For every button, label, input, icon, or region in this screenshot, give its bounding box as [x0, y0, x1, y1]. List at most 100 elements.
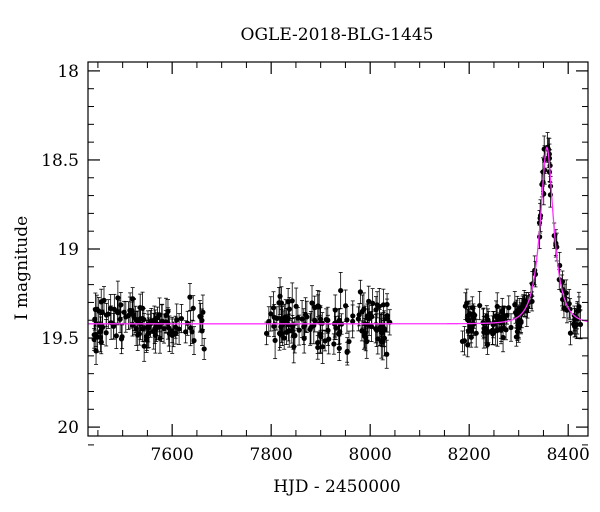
- data-point: [508, 313, 514, 342]
- data-marker: [384, 301, 390, 308]
- data-point: [384, 293, 390, 316]
- data-marker: [266, 318, 272, 325]
- chart-title: OGLE-2018-BLG-1445: [241, 25, 434, 45]
- data-marker: [174, 317, 180, 323]
- data-marker: [96, 308, 102, 314]
- data-point: [336, 335, 342, 361]
- data-point: [302, 297, 309, 333]
- data-marker: [190, 305, 196, 311]
- data-marker: [480, 319, 486, 326]
- data-point: [493, 300, 499, 332]
- data-marker: [366, 298, 372, 304]
- x-tick-label: 7600: [151, 445, 194, 465]
- data-marker: [312, 318, 318, 324]
- data-marker: [512, 309, 519, 316]
- data-point: [187, 283, 193, 312]
- data-point: [281, 326, 287, 350]
- data-point: [271, 315, 277, 338]
- model-curve: [88, 146, 589, 325]
- data-marker: [156, 312, 163, 318]
- data-marker: [268, 311, 274, 317]
- data-point: [318, 319, 324, 355]
- data-marker: [276, 300, 282, 306]
- data-point: [373, 296, 379, 324]
- data-point: [157, 322, 163, 354]
- data-point: [276, 316, 283, 351]
- data-marker: [508, 324, 514, 331]
- data-marker: [315, 340, 321, 346]
- data-marker: [277, 293, 283, 299]
- data-point: [343, 289, 349, 322]
- y-tick-label: 19.5: [41, 329, 79, 349]
- data-point: [114, 298, 120, 326]
- data-marker: [157, 335, 163, 341]
- data-marker: [355, 316, 361, 322]
- data-marker: [375, 336, 381, 342]
- data-marker: [350, 318, 356, 325]
- data-point: [309, 285, 315, 321]
- data-point: [263, 321, 270, 346]
- data-marker: [290, 333, 297, 339]
- data-point: [172, 315, 179, 339]
- data-marker: [98, 299, 104, 305]
- data-marker: [178, 315, 185, 322]
- data-point: [566, 288, 572, 319]
- data-marker: [572, 322, 578, 328]
- data-marker: [286, 327, 292, 334]
- data-marker: [500, 334, 506, 341]
- data-point: [156, 297, 163, 333]
- data-point: [501, 305, 507, 328]
- data-point: [512, 301, 519, 324]
- data-marker: [100, 324, 106, 330]
- data-point: [151, 312, 157, 350]
- data-point: [135, 310, 141, 332]
- data-marker: [493, 313, 499, 319]
- data-point: [344, 341, 350, 363]
- data-point: [118, 292, 124, 318]
- data-point: [276, 287, 282, 319]
- data-marker: [473, 330, 479, 336]
- data-marker: [285, 299, 291, 305]
- data-point: [118, 323, 125, 355]
- data-marker: [166, 325, 172, 331]
- data-marker: [466, 328, 472, 334]
- data-marker: [113, 333, 119, 339]
- data-point: [370, 288, 376, 319]
- data-marker: [136, 331, 142, 337]
- data-point: [159, 303, 165, 339]
- data-marker: [308, 324, 314, 331]
- data-marker: [286, 306, 293, 312]
- data-point: [268, 296, 274, 332]
- data-marker: [374, 302, 380, 308]
- data-point: [459, 330, 466, 353]
- data-marker: [336, 345, 342, 351]
- data-point: [359, 294, 365, 329]
- data-marker: [114, 309, 120, 315]
- data-point: [199, 308, 205, 333]
- data-marker: [325, 317, 331, 323]
- data-marker: [521, 298, 527, 304]
- data-marker: [489, 327, 496, 333]
- data-marker: [384, 316, 390, 322]
- data-point: [166, 309, 172, 347]
- data-marker: [169, 332, 175, 338]
- data-point: [572, 313, 578, 338]
- data-point: [286, 313, 292, 348]
- data-marker: [302, 312, 309, 318]
- data-marker: [316, 304, 322, 310]
- data-marker: [356, 312, 362, 318]
- data-marker: [172, 324, 179, 330]
- data-marker: [165, 308, 171, 314]
- data-marker: [118, 302, 124, 308]
- data-point: [377, 309, 383, 346]
- data-point: [145, 319, 151, 349]
- plot-data: [91, 132, 584, 369]
- data-marker: [108, 305, 114, 312]
- data-point: [384, 339, 390, 369]
- data-marker: [115, 295, 121, 301]
- data-point: [163, 297, 169, 333]
- data-marker: [326, 336, 332, 342]
- x-tick-label: 8000: [349, 445, 392, 465]
- data-point: [108, 294, 114, 324]
- data-marker: [331, 341, 337, 347]
